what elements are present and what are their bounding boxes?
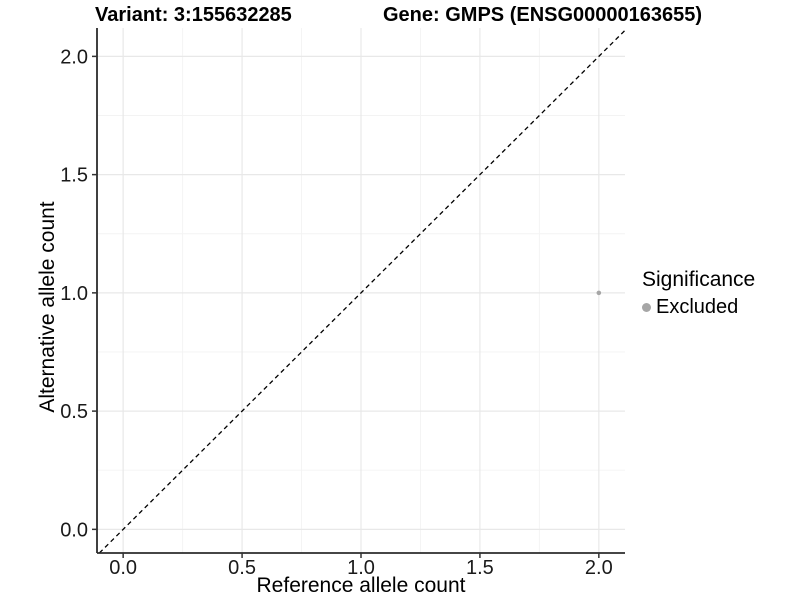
x-tick-label: 1.5 xyxy=(466,557,494,579)
y-tick-label: 0.5 xyxy=(60,401,88,423)
y-tick-label: 1.5 xyxy=(60,165,88,187)
y-tick-label: 0.0 xyxy=(60,519,88,541)
legend-key-dot xyxy=(642,303,651,312)
legend-items: Excluded xyxy=(642,296,755,319)
legend-title: Significance xyxy=(642,268,756,291)
x-tick-label: 1.0 xyxy=(347,557,375,579)
y-tick-label: 1.0 xyxy=(60,283,88,305)
y-tick-label: 2.0 xyxy=(60,46,88,68)
x-tick-label: 0.0 xyxy=(109,557,137,579)
data-point xyxy=(596,290,602,296)
legend-item-label: Excluded xyxy=(656,296,739,318)
x-tick-label: 0.5 xyxy=(228,557,256,579)
legend: Significance Excluded xyxy=(642,268,755,319)
plot-title-variant: Variant: 3:155632285 xyxy=(95,4,292,26)
plot-title-gene: Gene: GMPS (ENSG00000163655) xyxy=(383,4,703,26)
identity-line xyxy=(98,29,626,554)
x-axis-title: Reference allele count xyxy=(256,574,466,597)
legend-item: Excluded xyxy=(642,296,755,319)
y-axis-title: Alternative allele count xyxy=(36,201,59,413)
x-tick-label: 2.0 xyxy=(585,557,613,579)
